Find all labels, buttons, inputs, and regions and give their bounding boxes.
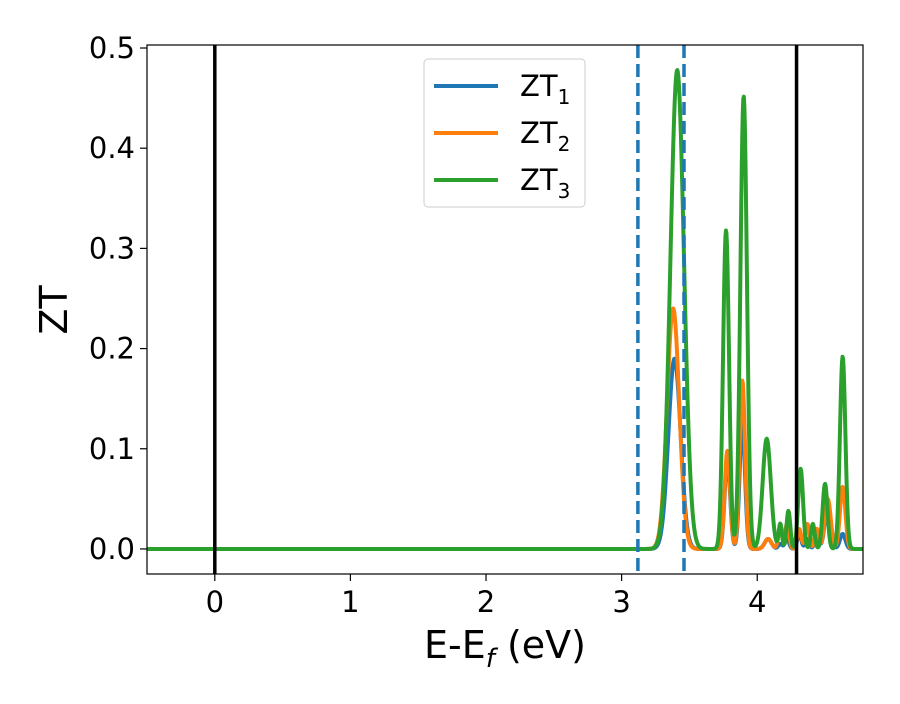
x-tick-label: 0 — [206, 585, 224, 619]
legend: ZT1 ZT2 ZT3 — [423, 58, 586, 208]
series-line-3 — [147, 68, 863, 551]
x-tick-label: 1 — [341, 585, 359, 619]
y-tick-label: 0.1 — [89, 432, 135, 466]
legend-label-2: ZT2 — [520, 116, 570, 156]
x-axis-title: E-Ef (eV) — [424, 623, 586, 674]
tick-layer: 0 1 2 3 4 0.0 0.1 0.2 0.3 0.4 0.5 — [89, 31, 767, 619]
y-tick-label: 0.5 — [89, 31, 135, 65]
x-tick-label: 4 — [748, 585, 766, 619]
series-layer — [147, 68, 863, 551]
plot-frame — [146, 44, 864, 575]
y-tick-label: 0.3 — [89, 231, 135, 265]
x-tick-label: 3 — [612, 585, 630, 619]
legend-label-1: ZT1 — [520, 69, 570, 109]
y-axis-title: ZT — [32, 285, 76, 335]
y-tick-label: 0.0 — [89, 532, 135, 566]
series-line-2 — [147, 306, 863, 551]
y-tick-label: 0.2 — [89, 332, 135, 366]
legend-frame — [423, 58, 586, 208]
legend-label-3: ZT3 — [520, 163, 570, 203]
y-tick-label: 0.4 — [89, 131, 135, 165]
series-line-1 — [147, 356, 863, 551]
reference-lines — [213, 45, 799, 574]
x-tick-label: 2 — [477, 585, 495, 619]
